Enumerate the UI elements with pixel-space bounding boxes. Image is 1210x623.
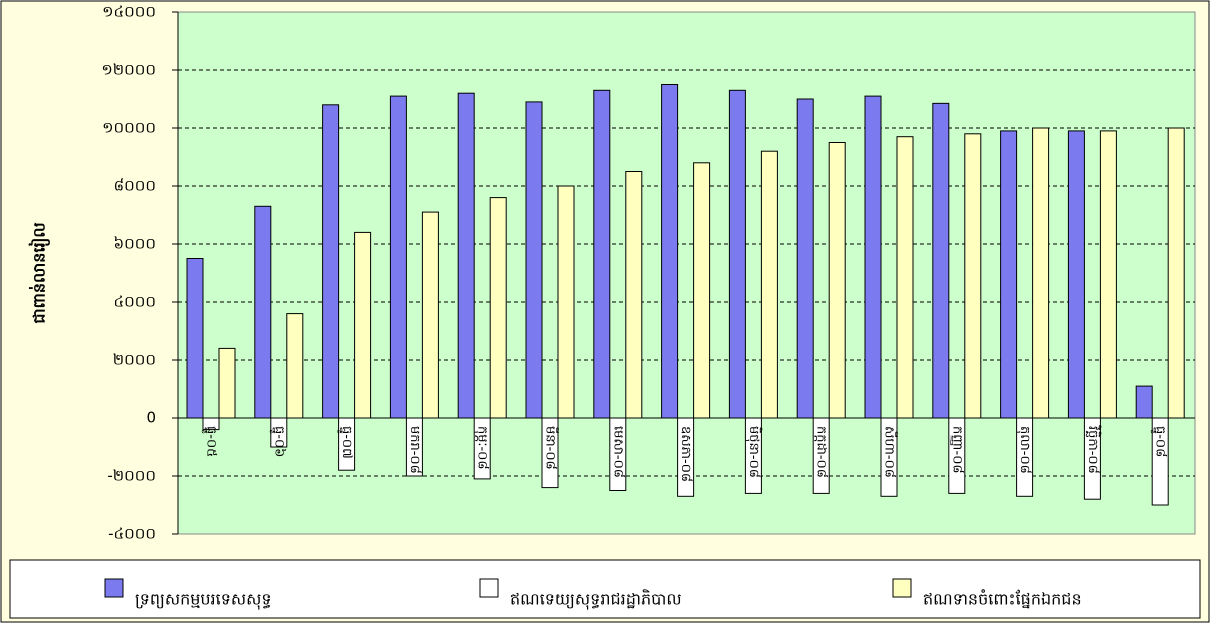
bar	[1000, 130, 1018, 419]
legend-label: ឥណទេយ្យសុទ្ធរាជរដ្ឋាភិបាល	[510, 589, 682, 611]
bar	[1067, 130, 1085, 419]
legend-swatch	[479, 578, 499, 598]
y-tick-label: ៤០០០	[114, 293, 156, 311]
bar	[457, 92, 475, 419]
bar	[557, 185, 575, 419]
y-tick-label: ២០០០	[113, 351, 156, 369]
x-tick-label: មីនា-០៨	[543, 426, 560, 470]
bar	[1167, 127, 1185, 419]
x-tick-label: សីហា-០៨	[882, 426, 899, 478]
x-tick-label: មិថុនា-០៨	[745, 426, 763, 478]
bar	[218, 347, 236, 419]
x-tick-label: ធ្នូ-០៧	[337, 426, 354, 459]
bar	[489, 197, 507, 419]
y-tick-label: -២០០០	[107, 467, 156, 485]
bar	[1099, 130, 1117, 419]
bar	[389, 95, 407, 419]
legend-box	[9, 559, 1201, 619]
bar	[796, 98, 814, 419]
legend-swatch	[892, 578, 912, 598]
bar	[964, 133, 982, 419]
bar	[593, 89, 611, 419]
x-tick-label: ធ្នូ-០៨	[1151, 426, 1168, 457]
bar	[896, 136, 914, 419]
x-tick-label: កុម្ភៈ-០៨	[474, 426, 490, 470]
bar	[354, 231, 372, 419]
y-tick-label: ១៤០០០	[102, 3, 156, 21]
bar	[254, 205, 272, 419]
bar	[728, 89, 746, 419]
y-tick-label: ១២០០០	[101, 61, 156, 79]
x-tick-label: ធ្នូ-០៦	[269, 426, 286, 457]
y-axis-label: ជាពាន់លានរៀល	[29, 222, 51, 323]
y-tick-label: ១០០០០	[102, 119, 156, 137]
bar	[1032, 127, 1050, 419]
y-tick-label: ៦០០០	[114, 235, 156, 253]
bar	[525, 101, 543, 419]
y-tick-label: ៨០០០	[114, 177, 156, 195]
x-tick-label: មករា-០៨	[407, 426, 422, 474]
x-tick-label: វិច្ឆិកា-០៨	[1085, 425, 1102, 474]
y-tick-label: 0	[146, 409, 156, 427]
bar	[421, 211, 439, 419]
bar	[1135, 385, 1153, 419]
legend-swatch	[104, 578, 124, 598]
x-tick-label: កក្កដា-០៨	[814, 426, 829, 478]
bar	[932, 102, 950, 419]
x-tick-label: មេសា-០៨	[610, 426, 625, 478]
bar	[322, 104, 340, 419]
bar	[693, 162, 711, 419]
legend-label: ទ្រព្យសកម្មបរទេសសុទ្ធ	[135, 590, 271, 611]
x-tick-label: ធ្នូ-០៥	[202, 426, 219, 457]
bar	[760, 150, 778, 419]
x-tick-label: កញ្ញា-០៨	[949, 426, 964, 474]
bar	[625, 171, 643, 419]
bar	[186, 258, 204, 419]
bar	[864, 95, 882, 419]
x-tick-label: ឧសភា-០៨	[678, 426, 693, 482]
x-tick-label: តុលា-០៨	[1016, 426, 1032, 474]
bar	[286, 313, 304, 419]
bar	[661, 84, 679, 419]
legend-label: ឥណទានចំពោះផ្នែកឯកជន	[923, 589, 1082, 609]
bar	[828, 142, 846, 419]
y-tick-label: -៤០០០	[108, 525, 156, 543]
